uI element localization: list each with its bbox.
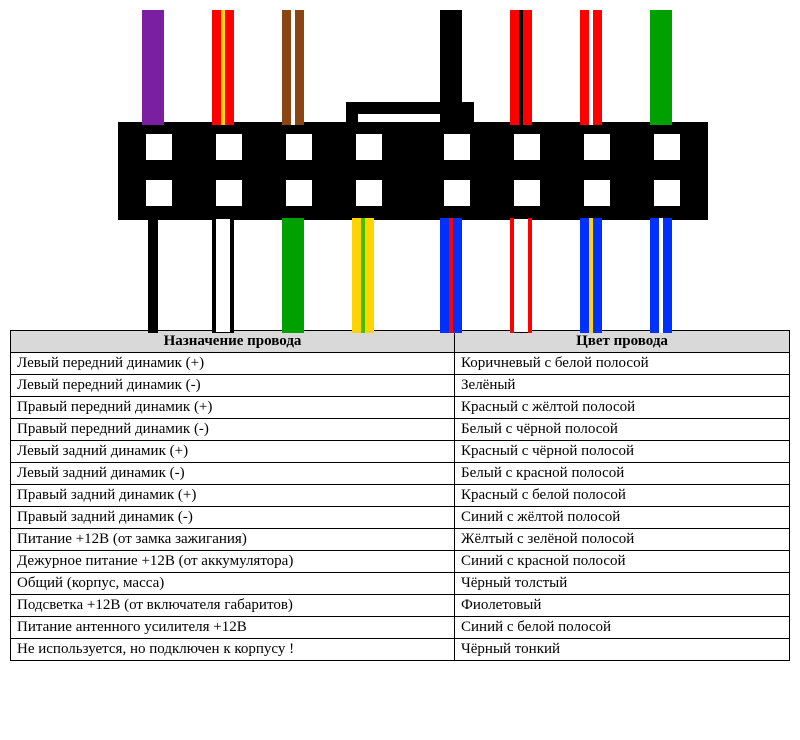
cell-color: Жёлтый с зелёной полосой xyxy=(455,529,790,551)
table-row: Правый задний динамик (-)Синий с жёлтой … xyxy=(11,507,790,529)
wire xyxy=(142,10,164,125)
connector-pin xyxy=(286,180,312,206)
cell-color: Белый с чёрной полосой xyxy=(455,419,790,441)
table-row: Левый передний динамик (-)Зелёный xyxy=(11,375,790,397)
wire xyxy=(440,218,462,333)
connector-diagram xyxy=(10,10,790,320)
connector-pin xyxy=(654,180,680,206)
cell-purpose: Левый передний динамик (+) xyxy=(11,353,455,375)
wire xyxy=(212,10,234,125)
connector-pin xyxy=(444,134,470,160)
cell-purpose: Левый задний динамик (-) xyxy=(11,463,455,485)
table-row: Левый задний динамик (-)Белый с красной … xyxy=(11,463,790,485)
wire xyxy=(580,10,602,125)
wire xyxy=(510,218,532,333)
cell-purpose: Левый задний динамик (+) xyxy=(11,441,455,463)
wire xyxy=(650,218,672,333)
wire xyxy=(352,218,374,333)
col-header-color: Цвет провода xyxy=(455,331,790,353)
connector-pin xyxy=(146,180,172,206)
wire xyxy=(148,218,158,333)
cell-purpose: Правый передний динамик (+) xyxy=(11,397,455,419)
wire xyxy=(580,218,602,333)
table-row: Левый задний динамик (+)Красный с чёрной… xyxy=(11,441,790,463)
cell-purpose: Питание антенного усилителя +12В xyxy=(11,617,455,639)
cell-color: Фиолетовый xyxy=(455,595,790,617)
table-header-row: Назначение провода Цвет провода xyxy=(11,331,790,353)
connector-pin xyxy=(216,134,242,160)
cell-color: Красный с жёлтой полосой xyxy=(455,397,790,419)
wire xyxy=(510,10,532,125)
connector-pin xyxy=(584,180,610,206)
wire xyxy=(282,10,304,125)
cell-color: Коричневый с белой полосой xyxy=(455,353,790,375)
wire xyxy=(282,218,304,333)
cell-color: Красный с белой полосой xyxy=(455,485,790,507)
cell-purpose: Дежурное питание +12В (от аккумулятора) xyxy=(11,551,455,573)
cell-color: Синий с белой полосой xyxy=(455,617,790,639)
connector-pin xyxy=(286,134,312,160)
cell-purpose: Не используется, но подключен к корпусу … xyxy=(11,639,455,661)
connector-pin xyxy=(514,180,540,206)
cell-color: Чёрный толстый xyxy=(455,573,790,595)
table-row: Левый передний динамик (+)Коричневый с б… xyxy=(11,353,790,375)
table-row: Правый передний динамик (+)Красный с жёл… xyxy=(11,397,790,419)
cell-purpose: Правый задний динамик (-) xyxy=(11,507,455,529)
wire-color-table: Назначение провода Цвет провода Левый пе… xyxy=(10,330,790,661)
table-row: Питание антенного усилителя +12ВСиний с … xyxy=(11,617,790,639)
cell-purpose: Питание +12В (от замка зажигания) xyxy=(11,529,455,551)
connector-pin xyxy=(216,180,242,206)
table-row: Правый задний динамик (+)Красный с белой… xyxy=(11,485,790,507)
table-row: Подсветка +12В (от включателя габаритов)… xyxy=(11,595,790,617)
cell-purpose: Подсветка +12В (от включателя габаритов) xyxy=(11,595,455,617)
table-row: Правый передний динамик (-)Белый с чёрно… xyxy=(11,419,790,441)
wire xyxy=(440,10,462,125)
connector-pin xyxy=(356,134,382,160)
cell-color: Синий с жёлтой полосой xyxy=(455,507,790,529)
cell-color: Белый с красной полосой xyxy=(455,463,790,485)
connector-pin xyxy=(444,180,470,206)
cell-color: Чёрный тонкий xyxy=(455,639,790,661)
connector-pin xyxy=(514,134,540,160)
connector-pin xyxy=(356,180,382,206)
cell-color: Синий с красной полосой xyxy=(455,551,790,573)
table-row: Дежурное питание +12В (от аккумулятора)С… xyxy=(11,551,790,573)
table-row: Не используется, но подключен к корпусу … xyxy=(11,639,790,661)
cell-color: Красный с чёрной полосой xyxy=(455,441,790,463)
connector-pin xyxy=(584,134,610,160)
cell-color: Зелёный xyxy=(455,375,790,397)
wire xyxy=(212,218,234,333)
connector-pin xyxy=(146,134,172,160)
cell-purpose: Общий (корпус, масса) xyxy=(11,573,455,595)
table-row: Питание +12В (от замка зажигания)Жёлтый … xyxy=(11,529,790,551)
table-row: Общий (корпус, масса)Чёрный толстый xyxy=(11,573,790,595)
connector-body xyxy=(118,122,708,220)
cell-purpose: Левый передний динамик (-) xyxy=(11,375,455,397)
connector-pin xyxy=(654,134,680,160)
wire xyxy=(650,10,672,125)
cell-purpose: Правый передний динамик (-) xyxy=(11,419,455,441)
col-header-purpose: Назначение провода xyxy=(11,331,455,353)
cell-purpose: Правый задний динамик (+) xyxy=(11,485,455,507)
